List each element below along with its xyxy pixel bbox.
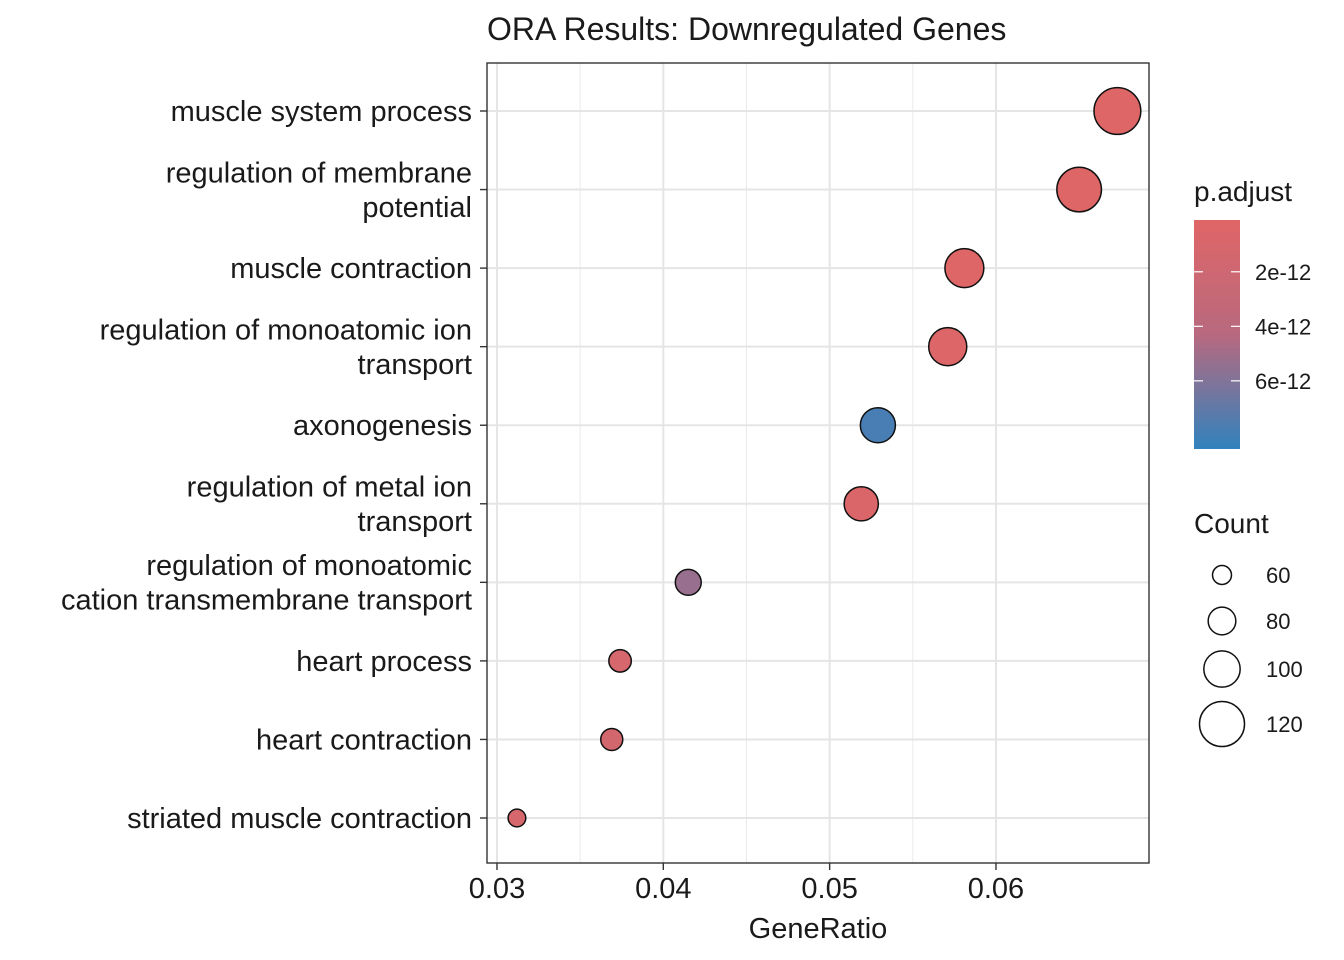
data-point [1093,86,1142,136]
color-legend-label: 4e-12 [1255,314,1311,339]
y-tick-label: striated muscle contraction [127,803,472,835]
y-tick-label: regulation of monoatomic ion [100,314,472,346]
color-legend-bar [1194,220,1240,449]
size-legend-key [1211,564,1233,586]
size-legend-label: 120 [1266,712,1303,737]
plot-panel-border [486,62,1150,864]
y-tick-label: potential [362,192,472,224]
y-tick-label: muscle system process [171,96,472,128]
size-legend-key [1207,606,1237,636]
data-points [507,86,1142,828]
x-tick-label: 0.05 [801,873,857,905]
data-point [859,406,897,444]
size-legend: Count 60 80 100 120 [1194,508,1303,748]
y-tick-label: axonogenesis [293,410,472,442]
y-tick-label: cation transmembrane transport [61,585,472,617]
data-point [507,808,527,828]
data-point [944,247,985,289]
data-point [674,568,702,597]
data-point [927,326,968,367]
chart-title: ORA Results: Downregulated Genes [487,11,1006,47]
color-legend-title: p.adjust [1194,176,1292,207]
size-legend-title: Count [1194,508,1269,539]
y-tick-label: muscle contraction [230,253,472,285]
x-axis: 0.03 0.04 0.05 0.06 [469,863,1024,905]
data-point [599,727,624,752]
y-tick-label: regulation of metal ion [187,472,472,504]
size-legend-key [1203,650,1241,688]
x-tick-label: 0.04 [635,873,691,905]
grid-lines [487,63,1149,863]
size-legend-label: 60 [1266,563,1290,588]
y-tick-label: regulation of monoatomic [146,550,472,582]
y-tick-label: regulation of membrane [166,157,472,189]
y-tick-label: heart process [296,646,472,678]
data-point [608,648,633,673]
y-tick-label: transport [358,506,472,538]
color-legend-label: 2e-12 [1255,260,1311,285]
size-legend-label: 100 [1266,657,1303,682]
x-tick-label: 0.03 [469,873,525,905]
data-point [1056,166,1103,213]
y-axis: muscle system process regulation of membr… [61,96,487,835]
x-axis-label: GeneRatio [749,913,888,945]
data-point [843,485,880,522]
color-legend-label: 6e-12 [1255,369,1311,394]
x-tick-label: 0.06 [968,873,1024,905]
y-tick-label: transport [358,349,472,381]
size-legend-label: 80 [1266,609,1290,634]
color-legend: p.adjust 2e-12 4e-12 6e-12 [1194,176,1311,449]
y-tick-label: heart contraction [256,724,472,756]
size-legend-key [1198,700,1246,748]
